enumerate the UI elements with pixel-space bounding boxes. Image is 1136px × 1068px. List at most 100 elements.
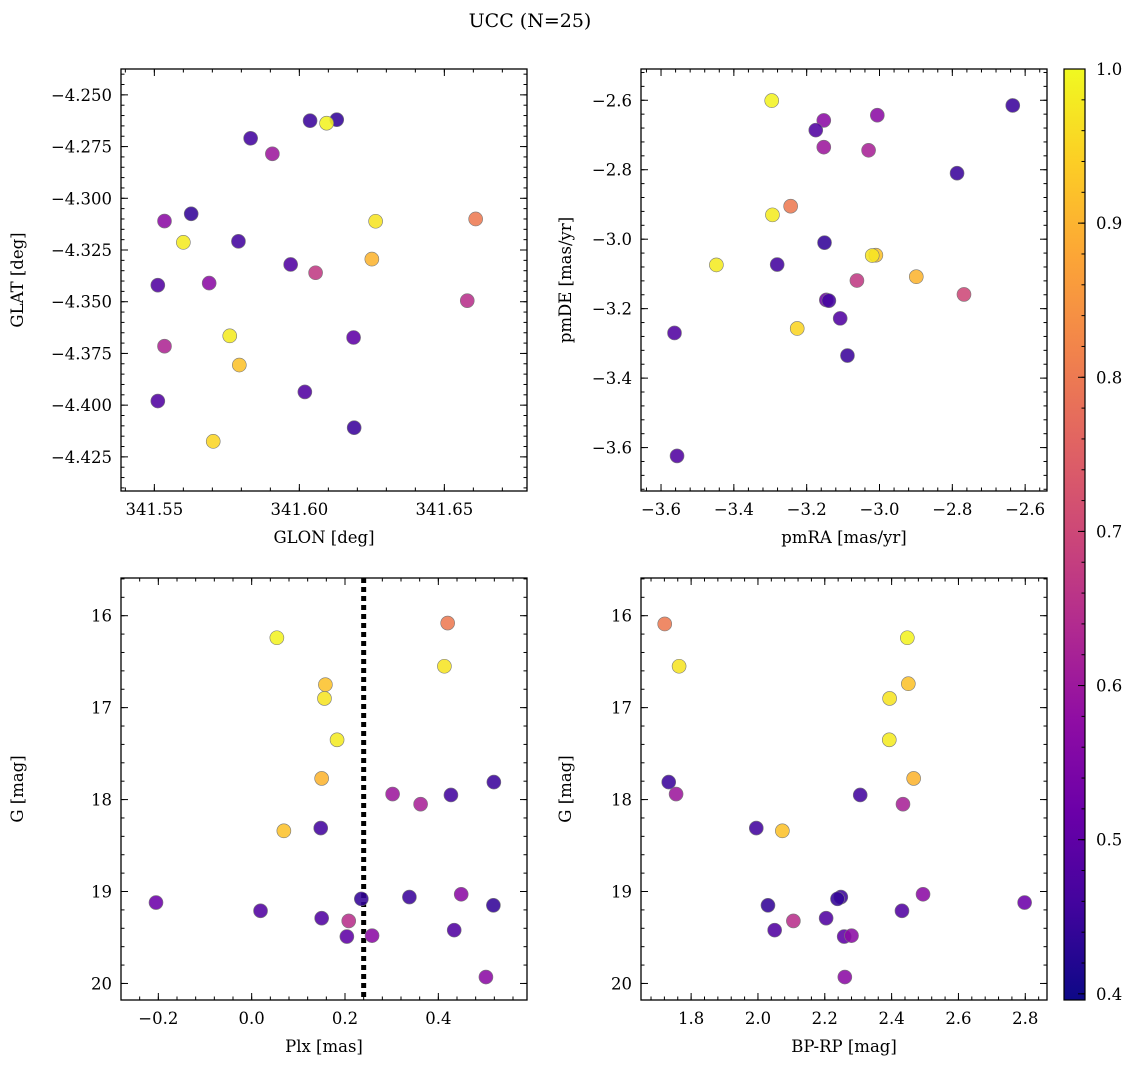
scatter-point xyxy=(341,913,357,929)
scatter-point xyxy=(748,820,764,836)
scatter-point xyxy=(222,328,238,344)
scatter-point xyxy=(346,330,361,345)
scatter-point xyxy=(832,311,848,326)
colorbar-tick-label: 0.7 xyxy=(1096,522,1122,541)
scatter-point xyxy=(667,325,682,341)
panel-glon-glat: 341.55 341.60 341.65 −4.250 −4.275 −4.300 −4.3… xyxy=(8,68,528,547)
plots-group: 341.55 341.60 341.65 −4.250 −4.275 −4.300 −4.3… xyxy=(8,68,1048,1056)
x-tick-label: 2.0 xyxy=(745,1009,771,1028)
x-tick-label: −2.8 xyxy=(932,500,972,519)
scatter-point xyxy=(816,139,832,155)
scatter-point xyxy=(368,213,383,229)
scatter-point xyxy=(443,787,459,803)
x-tick-label: 2.8 xyxy=(1012,1009,1038,1028)
scatter-point xyxy=(786,913,801,929)
scatter-point xyxy=(849,273,865,288)
y-tick-label: −4.400 xyxy=(51,396,112,415)
scatter-point xyxy=(314,771,329,786)
y-axis-label: pmDE [mas/yr] xyxy=(556,217,575,343)
x-tick-label: 2.2 xyxy=(812,1009,838,1028)
scatter-point xyxy=(318,677,333,692)
colorbar-tick-label: 0.5 xyxy=(1096,831,1122,850)
scatter-point xyxy=(870,107,885,123)
x-tick-label: −3.0 xyxy=(859,500,899,519)
y-tick-label: 19 xyxy=(611,883,632,902)
scatter-point xyxy=(669,448,685,464)
scatter-point xyxy=(789,321,805,336)
y-tick-label: −4.350 xyxy=(51,293,112,312)
scatter-point xyxy=(265,146,280,162)
scatter-point xyxy=(486,774,502,790)
x-tick-label: 0.4 xyxy=(425,1009,451,1028)
y-tick-label: −2.8 xyxy=(592,161,632,180)
y-axis-label: G [mag] xyxy=(8,755,27,822)
scatter-point xyxy=(253,903,268,919)
colorbar-tick-label: 0.6 xyxy=(1096,677,1122,696)
scatter-point xyxy=(816,113,832,128)
scatter-point xyxy=(906,771,921,786)
y-tick-label: 19 xyxy=(91,883,112,902)
scatter-point xyxy=(844,928,859,943)
scatter-point xyxy=(339,929,355,944)
y-tick-label: 16 xyxy=(611,607,632,626)
scatter-point xyxy=(317,691,332,706)
scatter-point xyxy=(783,198,798,214)
x-tick-label: 341.65 xyxy=(415,500,473,519)
x-axis-label: Plx [mas] xyxy=(285,1037,363,1056)
axes-frame xyxy=(640,68,1048,492)
y-tick-label: 20 xyxy=(91,974,112,993)
colorbar-tick-label: 1.0 xyxy=(1096,60,1122,79)
scatter-point xyxy=(150,277,166,293)
scatter-point xyxy=(364,928,380,943)
axes-frame xyxy=(120,577,528,1001)
y-tick-label: 17 xyxy=(611,699,632,718)
axes-frame xyxy=(120,68,528,492)
x-tick-label: −3.2 xyxy=(787,500,827,519)
y-tick-label: −4.275 xyxy=(51,138,112,157)
scatter-point xyxy=(767,922,782,938)
scatter-point xyxy=(276,823,292,839)
scatter-point xyxy=(671,658,687,674)
scatter-point xyxy=(446,922,462,938)
x-tick-label: −0.2 xyxy=(138,1009,178,1028)
scatter-point xyxy=(765,207,780,223)
scatter-point xyxy=(205,434,221,449)
scatter-point xyxy=(949,165,965,181)
y-tick-label: −3.2 xyxy=(592,300,632,319)
y-tick-label: −2.6 xyxy=(592,91,632,110)
panel-pmra-pmde: −3.6 −3.4 −3.2 −3.0 −2.8 −2.6 −2.6 −2.8 −3.0 −3.2… xyxy=(556,68,1048,547)
scatter-point xyxy=(895,796,911,812)
y-tick-label: −4.300 xyxy=(51,189,112,208)
scatter-point xyxy=(231,234,246,249)
scatter-point xyxy=(478,969,494,985)
scatter-point xyxy=(901,676,916,692)
y-tick-label: −3.4 xyxy=(592,369,632,388)
x-axis-label: GLON [deg] xyxy=(273,528,374,547)
y-tick-label: −3.6 xyxy=(592,439,632,458)
scatter-point xyxy=(201,275,217,291)
x-axis-label: BP-RP [mag] xyxy=(791,1037,897,1056)
colorbar-tick-label: 0.8 xyxy=(1096,368,1122,387)
colorbar-tick-label: 0.4 xyxy=(1096,985,1122,1004)
scatter-point xyxy=(661,774,677,790)
scatter-point xyxy=(283,257,298,272)
scatter-point xyxy=(760,898,776,913)
scatter-point xyxy=(852,787,868,803)
panel-bprp-g: 1.8 2.0 2.2 2.4 2.6 2.8 16 17 18 19 20 BP-RP [mag] G… xyxy=(556,577,1048,1056)
y-tick-label: −4.425 xyxy=(51,448,112,467)
colorbar-gradient xyxy=(1064,69,1085,1000)
x-tick-label: 341.60 xyxy=(270,500,328,519)
x-tick-label: 2.6 xyxy=(945,1009,971,1028)
scatter-point xyxy=(830,891,845,907)
scatter-point xyxy=(413,796,428,812)
y-tick-label: 18 xyxy=(91,791,112,810)
scatter-point xyxy=(764,93,780,108)
y-tick-label: −3.0 xyxy=(592,230,632,249)
scatter-point xyxy=(364,251,380,267)
x-tick-label: −3.6 xyxy=(641,500,681,519)
y-axis-label: GLAT [deg] xyxy=(8,232,27,327)
scatter-point xyxy=(709,257,724,273)
scatter-point xyxy=(176,235,191,250)
y-tick-label: −4.375 xyxy=(51,344,112,363)
